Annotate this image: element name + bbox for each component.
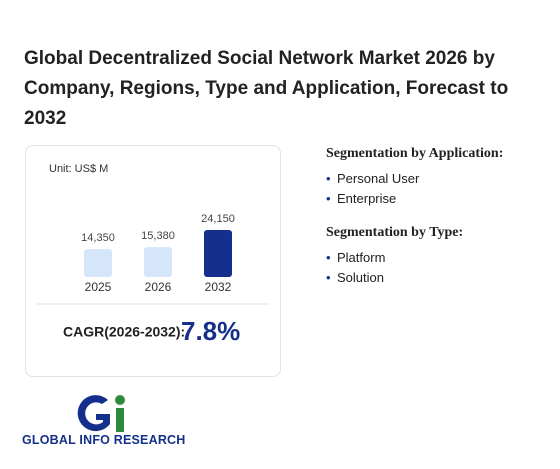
segment-heading: Segmentation by Type: <box>326 225 464 240</box>
chart: Unit: US$ M CAGR(2026-2032): 7.8% 14,350… <box>36 163 269 346</box>
segment-item: Platform <box>326 250 385 265</box>
segment-item: Enterprise <box>326 191 396 206</box>
cagr-label: CAGR(2026-2032): <box>63 324 185 340</box>
x-tick-label: 2032 <box>205 280 232 294</box>
segment-heading: Segmentation by Application: <box>326 146 504 161</box>
chart-card: Unit: US$ M CAGR(2026-2032): 7.8% 14,350… <box>25 145 281 377</box>
x-tick-label: 2026 <box>145 280 172 294</box>
bar <box>204 230 232 277</box>
bar <box>84 249 112 277</box>
x-tick-label: 2025 <box>85 280 112 294</box>
cagr-value: 7.8% <box>181 316 240 346</box>
logo-icon <box>77 395 125 432</box>
segment-item: Solution <box>326 270 384 285</box>
unit: Unit: US$ M <box>49 163 108 175</box>
bar <box>144 247 172 277</box>
value-label: 14,350 <box>81 232 115 244</box>
logo-text: GLOBAL INFO RESEARCH <box>22 433 186 447</box>
value-label: 24,150 <box>201 213 235 225</box>
value-label: 15,380 <box>141 230 175 242</box>
title: Global Decentralized Social Network Mark… <box>24 48 509 129</box>
segment-item: Personal User <box>326 171 419 186</box>
